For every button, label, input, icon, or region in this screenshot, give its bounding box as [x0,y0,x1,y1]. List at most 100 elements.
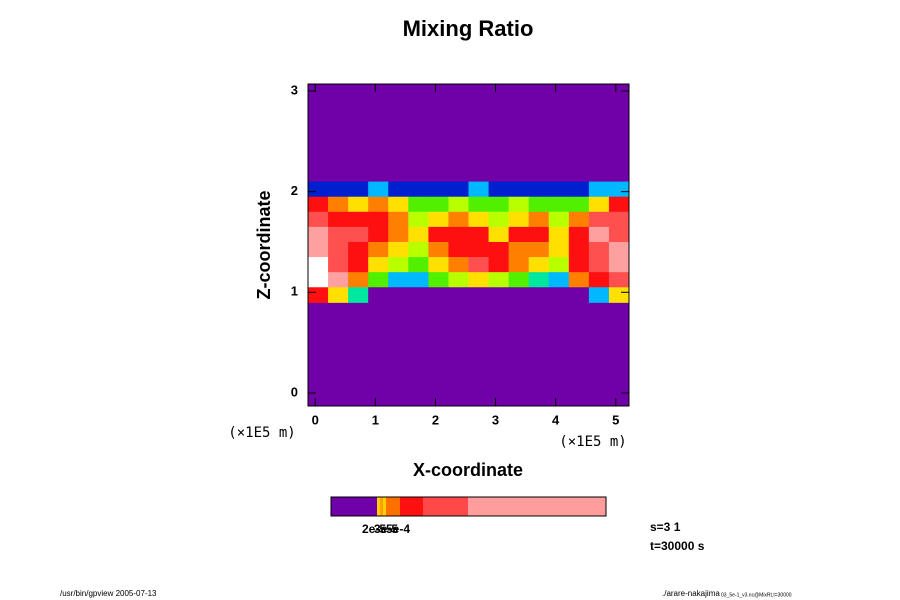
field-cell [508,226,530,243]
field-cell [448,272,469,288]
field-cell [428,226,449,243]
field-cell [308,241,329,258]
field-cell [328,287,349,303]
field-cell [448,196,469,213]
field-cell [448,241,469,258]
field-cell [468,257,490,273]
field-cell [448,287,469,303]
field-cell [348,257,369,273]
field-cell [608,287,630,303]
colorbar-segment [386,497,400,516]
field-cell [388,287,409,303]
field-cell [548,272,570,288]
field-cell [528,257,550,273]
field-cell [548,287,570,303]
field-cell [508,196,530,213]
footer-right: ./arare-nakajima [662,589,720,598]
field-cell [488,272,510,288]
field-cell [368,257,389,273]
field-cell [568,226,590,243]
field-cell [528,226,550,243]
field-cell [328,257,349,273]
field-cell [528,196,550,213]
field-cell [588,196,610,213]
field-cell [528,241,550,258]
field-cell [328,226,349,243]
y-axis-label: Z-coordinate [254,190,274,299]
field-cell [488,241,510,258]
field-cell [308,211,329,228]
field-cell [568,196,590,213]
x-unit: (×1E5 m) [559,434,626,450]
field-cell [608,241,630,258]
colorbar-segment [331,497,377,516]
field-cell [428,272,449,288]
field-cell [468,211,490,228]
field-cell [328,181,349,198]
field-cell [488,226,510,243]
field-cell [588,226,610,243]
field-cell [328,196,349,213]
field-cell [408,287,429,303]
field-cell [468,226,490,243]
field-cell [328,241,349,258]
field-cell [408,241,429,258]
info-time: t=30000 s [650,539,705,553]
field-cell [568,287,590,303]
field-cell [568,272,590,288]
y-tick-label: 0 [291,384,298,399]
field-cell [308,226,329,243]
field-cell [608,196,630,213]
field-cell [388,196,409,213]
colorbar-segment [400,497,423,516]
field-cell [488,211,510,228]
field-cell [468,272,490,288]
field-cell [348,211,369,228]
field-cell [528,211,550,228]
field-cell [548,241,570,258]
colorbar-segment [380,497,383,516]
colorbar-segment [383,497,386,516]
field-cell [608,226,630,243]
x-tick-label: 0 [312,412,319,427]
x-tick-label: 4 [552,412,560,427]
y-tick-label: 3 [291,82,298,97]
x-tick-label: 3 [492,412,499,427]
field-cell [508,272,530,288]
field-cell [308,181,329,198]
field-cell [308,272,329,288]
field-cell [428,196,449,213]
field-cell [548,211,570,228]
field-cell [408,211,429,228]
field-cell [508,211,530,228]
field-cell [388,257,409,273]
colorbar-label: 2e-5 [362,522,386,536]
field-cell [388,226,409,243]
colorbar-label: 3e-5 [374,522,398,536]
field-cell [408,196,429,213]
field-cell [608,257,630,273]
field-cell [368,211,389,228]
field-cell [308,257,329,273]
field-cell [448,211,469,228]
field-cell [488,257,510,273]
field-cell [388,272,409,288]
field-cell [348,272,369,288]
field-cell [488,196,510,213]
field-cell [388,181,409,198]
chart-title: Mixing Ratio [403,16,534,41]
field-cell [468,287,490,303]
field-cell [548,226,570,243]
field-cell [448,181,469,198]
field-cell [568,181,590,198]
colorbar-segment [468,497,606,516]
field-cell [348,196,369,213]
info-step: s=3 1 [650,520,681,534]
field-cell [348,181,369,198]
field-cell [408,257,429,273]
field-cell [528,181,550,198]
field-cell [348,226,369,243]
field-cell [428,287,449,303]
colorbar-frame [330,496,607,517]
